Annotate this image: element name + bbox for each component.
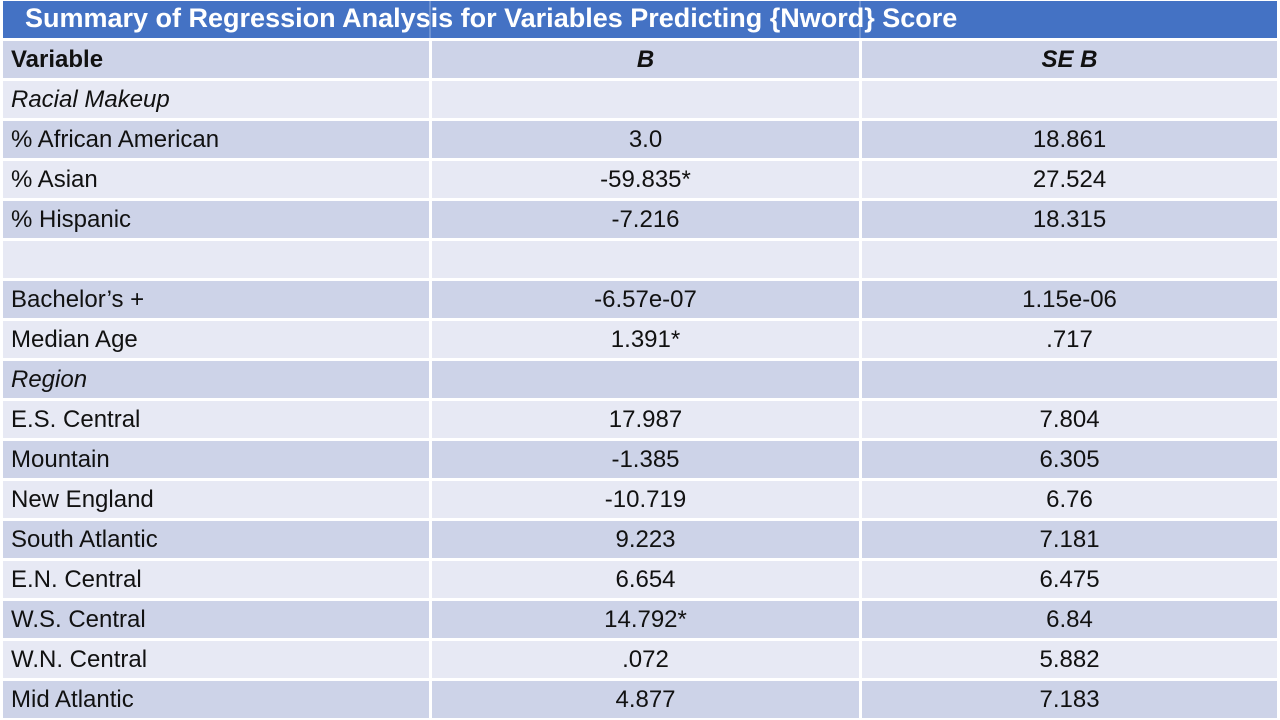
- se-b-value-cell: 1.15e-06: [1022, 285, 1117, 313]
- b-value-cell: 14.792*: [604, 605, 687, 633]
- table-row: E.N. Central 6.654 6.475: [3, 561, 1278, 598]
- variable-cell: South Atlantic: [11, 525, 158, 553]
- variable-cell: E.N. Central: [11, 565, 142, 593]
- variable-cell: % Hispanic: [11, 205, 132, 233]
- table-row: Racial Makeup: [3, 81, 1278, 118]
- b-value-cell: 4.877: [615, 685, 676, 713]
- column-header-se-b: SE B: [1041, 45, 1098, 73]
- variable-cell: E.S. Central: [11, 405, 141, 433]
- table-row: Region: [3, 361, 1278, 398]
- b-value-cell: -59.835*: [600, 165, 691, 193]
- se-b-value-cell: 7.181: [1039, 525, 1100, 553]
- se-b-value-cell: 6.475: [1039, 565, 1100, 593]
- title-row: Summary of Regression Analysis for Varia…: [3, 1, 1278, 38]
- se-b-value-cell: [862, 81, 1277, 118]
- variable-cell: Region: [11, 365, 88, 393]
- table-row: % Hispanic -7.216 18.315: [3, 201, 1278, 238]
- variable-cell: % African American: [11, 125, 220, 153]
- se-b-value-cell: 6.305: [1039, 445, 1100, 473]
- table-row: W.S. Central 14.792* 6.84: [3, 601, 1278, 638]
- se-b-value-cell: 6.76: [1046, 485, 1093, 513]
- variable-cell: Racial Makeup: [11, 85, 170, 113]
- slide-title: Summary of Regression Analysis for Varia…: [3, 1, 1278, 38]
- se-b-value-cell: 27.524: [1032, 165, 1107, 193]
- header-row: Variable B SE B: [3, 41, 1278, 78]
- b-value-cell: 3.0: [628, 125, 663, 153]
- se-b-value-cell: 18.315: [1032, 205, 1107, 233]
- table-row: Mid Atlantic 4.877 7.183: [3, 681, 1278, 718]
- b-value-cell: -6.57e-07: [594, 285, 697, 313]
- variable-cell: Bachelor’s +: [11, 285, 145, 313]
- table-row: Median Age 1.391* .717: [3, 321, 1278, 358]
- b-value-cell: 6.654: [615, 565, 676, 593]
- variable-cell: [3, 241, 429, 278]
- column-header-b: B: [636, 45, 655, 73]
- table-row: W.N. Central .072 5.882: [3, 641, 1278, 678]
- b-value-cell: -10.719: [604, 485, 687, 513]
- variable-cell: Mountain: [11, 445, 110, 473]
- table-row: Mountain -1.385 6.305: [3, 441, 1278, 478]
- variable-cell: W.N. Central: [11, 645, 148, 673]
- se-b-value-cell: [862, 361, 1277, 398]
- table-row: New England -10.719 6.76: [3, 481, 1278, 518]
- b-value-cell: 1.391*: [610, 325, 681, 353]
- table-row: E.S. Central 17.987 7.804: [3, 401, 1278, 438]
- variable-cell: % Asian: [11, 165, 98, 193]
- b-value-cell: [432, 361, 859, 398]
- b-value-cell: [432, 81, 859, 118]
- variable-cell: Mid Atlantic: [11, 685, 134, 713]
- table-row: South Atlantic 9.223 7.181: [3, 521, 1278, 558]
- se-b-value-cell: 7.804: [1039, 405, 1100, 433]
- spacer-row: [3, 241, 1278, 278]
- variable-cell: Median Age: [11, 325, 138, 353]
- se-b-value-cell: 18.861: [1032, 125, 1107, 153]
- column-header-variable: Variable: [11, 45, 104, 73]
- b-value-cell: -1.385: [611, 445, 680, 473]
- se-b-value-cell: 7.183: [1039, 685, 1100, 713]
- se-b-value-cell: 5.882: [1039, 645, 1100, 673]
- b-value-cell: -7.216: [611, 205, 680, 233]
- se-b-value-cell: 6.84: [1046, 605, 1093, 633]
- table-row: % African American 3.0 18.861: [3, 121, 1278, 158]
- b-value-cell: 17.987: [608, 405, 683, 433]
- se-b-value-cell: [862, 241, 1277, 278]
- variable-cell: New England: [11, 485, 154, 513]
- table-row: Bachelor’s + -6.57e-07 1.15e-06: [3, 281, 1278, 318]
- se-b-value-cell: .717: [1046, 325, 1093, 353]
- b-value-cell: .072: [622, 645, 669, 673]
- b-value-cell: [432, 241, 859, 278]
- variable-cell: W.S. Central: [11, 605, 146, 633]
- b-value-cell: 9.223: [615, 525, 676, 553]
- table-row: % Asian -59.835* 27.524: [3, 161, 1278, 198]
